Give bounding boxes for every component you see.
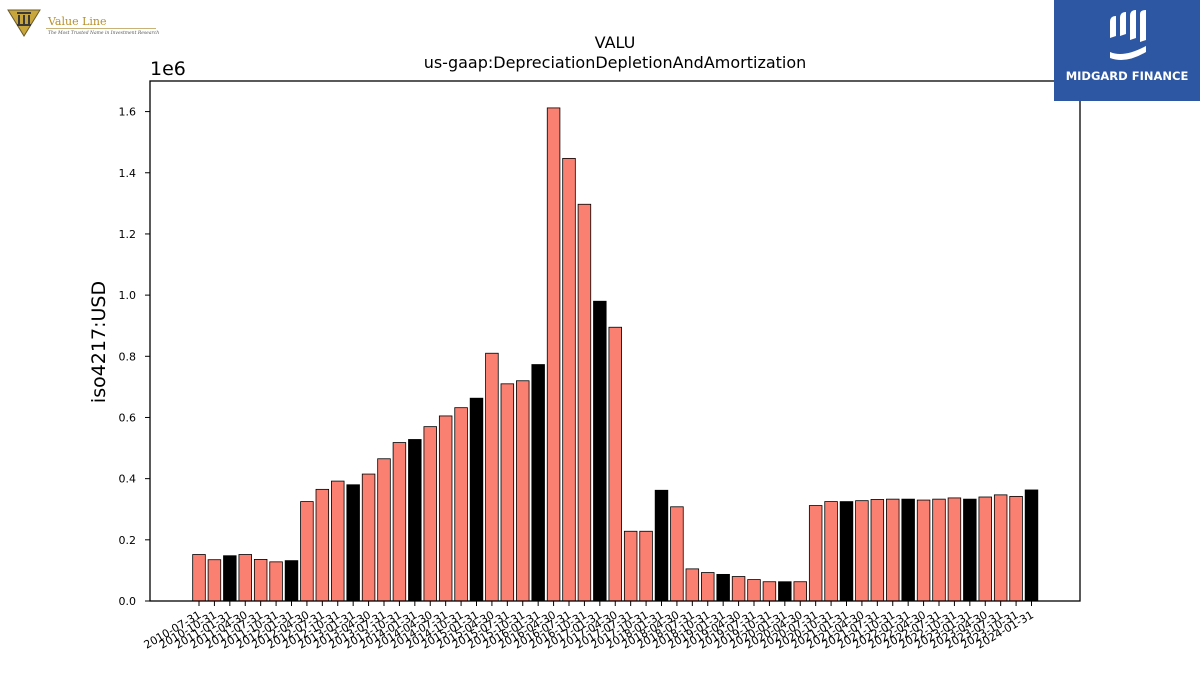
bar-2018-01-31 [654,489,669,602]
bar-2020-10-31 [824,501,838,602]
bar-2021-07-31 [870,499,885,602]
bar-2016-10-31 [577,203,592,602]
bar-2022-01-31 [901,498,915,602]
bar-2019-04-30 [731,576,746,602]
bar-2011-07-31 [253,559,268,602]
bar-2022-10-31 [947,497,962,602]
value-line-tagline: The Most Trusted Name in Investment Rese… [48,31,160,36]
bar-2016-01-31 [531,364,545,602]
x-ticks-group: 2010-07-312010-10-312011-01-312011-04-30… [142,601,1036,652]
midgard-finance-name: MIDGARD FINANCE [1065,69,1189,83]
bar-2017-01-31 [593,300,607,602]
value-line-divider [46,28,156,29]
y-ticks-group: 0.0 0.2 0.4 0.6 0.8 1.0 1.2 1.4 1.6 [119,106,150,608]
bars-group [192,107,1039,602]
value-line-name: Value Line [48,15,107,28]
value-line-logo: Value Line The Most Trusted Name in Inve… [6,6,166,40]
bar-2019-07-31 [747,579,761,602]
bar-2021-04-30 [855,500,869,602]
bar-2012-07-31 [315,488,330,602]
plot-frame [149,80,1081,602]
bar-2013-01-31 [346,484,360,602]
value-line-emblem-icon [7,9,41,37]
y-tick-label: 1.6 [119,106,137,119]
bar-2015-10-31 [516,380,530,602]
bar-2021-10-31 [886,498,900,602]
bar-2013-10-31 [392,442,407,602]
chart-title: VALU [595,33,636,52]
bar-2021-01-31 [839,501,854,602]
bar-2018-10-31 [701,572,715,602]
bar-2010-10-31 [207,559,222,602]
y-tick-label: 1.4 [119,167,137,180]
bar-2019-01-31 [716,573,730,602]
bar-2013-07-31 [377,458,391,602]
bar-2020-01-31 [778,581,792,602]
bar-2017-10-31 [639,530,653,602]
y-tick-label: 0.0 [119,595,137,608]
bar-2014-01-31 [408,439,422,602]
bar-2018-04-30 [670,506,684,602]
bar-2014-10-31 [454,407,468,602]
bar-2014-04-30 [423,426,437,602]
bar-2013-04-30 [361,473,376,602]
bar-2015-01-31 [469,397,484,602]
midgard-emblem-icon [1110,10,1146,60]
y-tick-label: 0.6 [119,411,137,424]
y-tick-label: 0.8 [119,350,137,363]
bar-2011-04-30 [238,554,252,602]
y-tick-label: 1.2 [119,228,137,241]
bar-2012-10-31 [331,480,345,602]
midgard-finance-logo: MIDGARD FINANCE [1054,0,1200,101]
bar-2012-01-31 [284,560,299,602]
bar-2020-04-30 [793,581,807,602]
y-tick-label: 0.2 [119,534,137,547]
bar-2015-04-30 [485,352,499,602]
bar-2019-10-31 [762,581,777,602]
y-axis-multiplier: 1e6 [150,58,186,80]
bar-2018-07-31 [685,568,700,602]
bar-2016-07-31 [562,157,576,602]
bar-2016-04-30 [546,107,561,602]
y-tick-label: 0.4 [119,473,137,486]
bar-2011-01-31 [223,555,237,602]
bar-2024-01-31 [1024,489,1039,602]
bar-2014-07-31 [438,415,453,602]
bar-2020-07-31 [808,505,823,602]
y-axis-label: iso4217:USD [88,281,110,403]
bar-2012-04-30 [300,501,314,602]
bar-2017-07-31 [623,530,638,602]
bar-2015-07-31 [500,383,515,602]
bar-2011-10-31 [269,561,283,602]
bar-2022-04-30 [916,499,931,602]
bar-2023-07-31 [993,494,1008,602]
chart-subtitle: us-gaap:DepreciationDepletionAndAmortiza… [424,53,807,72]
bar-2022-07-31 [932,498,946,602]
bar-2017-04-30 [608,326,622,602]
bar-2023-01-31 [963,498,977,602]
bar-2023-04-30 [978,496,992,602]
y-tick-label: 1.0 [119,289,137,302]
bar-2010-07-31 [192,554,206,602]
bar-2023-10-31 [1009,495,1023,602]
